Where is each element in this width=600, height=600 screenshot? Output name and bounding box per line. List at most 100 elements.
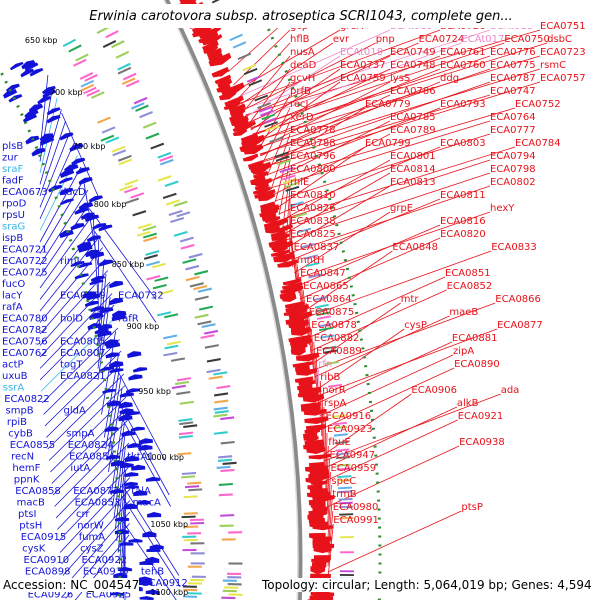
connector-line-right bbox=[238, 29, 391, 98]
connector-line-left bbox=[120, 415, 171, 507]
gene-label-right: ECA0923 bbox=[327, 424, 373, 435]
cog-feature-block bbox=[136, 230, 151, 237]
cog-feature-block bbox=[188, 488, 203, 492]
map-footer: Accession: NC_004547 Topology: circular;… bbox=[0, 575, 600, 597]
outer-feature-block bbox=[328, 383, 343, 388]
feature-tracks bbox=[2, 0, 354, 600]
reverse-gene-arrow bbox=[133, 490, 148, 497]
cog-feature-block bbox=[84, 74, 98, 82]
gene-label-left: zur bbox=[2, 153, 19, 164]
scale-label: 750 kbp bbox=[73, 142, 106, 151]
reverse-gene-arrow bbox=[127, 351, 142, 359]
reverse-gene-arrow bbox=[80, 212, 96, 220]
cog-feature-block bbox=[181, 471, 197, 476]
cog-feature-block bbox=[216, 465, 231, 469]
gene-label-right: mntH bbox=[297, 255, 325, 266]
connector-line-right bbox=[280, 159, 391, 222]
connector-line-left bbox=[106, 377, 122, 461]
forward-gene-arrow bbox=[233, 119, 249, 129]
gene-label-left: ECA0910 bbox=[24, 555, 70, 566]
cog-feature-block bbox=[137, 223, 152, 230]
cog-feature-block bbox=[164, 344, 179, 350]
connector-line-right bbox=[253, 68, 391, 137]
reverse-gene-arrow bbox=[24, 62, 39, 72]
connector-line-left bbox=[50, 396, 127, 473]
cog-feature-block bbox=[111, 145, 126, 153]
cog-feature-block bbox=[222, 579, 237, 582]
cog-feature-block bbox=[222, 589, 237, 593]
gene-label-left: ECA0915 bbox=[21, 532, 67, 543]
reverse-gene-arrow bbox=[139, 560, 154, 565]
gene-label-left: talA bbox=[131, 486, 151, 497]
gene-label-left: hemF bbox=[12, 463, 40, 474]
connector-line-left bbox=[54, 431, 129, 507]
gene-label-right: ECA0778 bbox=[290, 125, 336, 136]
outer-feature-block bbox=[324, 360, 339, 366]
reverse-gene-arrow bbox=[84, 300, 100, 307]
outer-feature-block bbox=[339, 570, 354, 573]
connector-line-right bbox=[250, 55, 441, 130]
cog-feature-block bbox=[163, 351, 178, 357]
gene-label-right: ECA0847 bbox=[300, 268, 346, 279]
gene-label-right: maeB bbox=[449, 307, 478, 318]
outer-feature-block bbox=[284, 182, 299, 189]
gene-label-left: macA bbox=[133, 498, 161, 509]
gene-label-right: ECA0838 bbox=[290, 216, 336, 227]
forward-gene-arrow bbox=[264, 216, 281, 223]
forward-gene-arrow bbox=[312, 525, 334, 531]
connector-line-left bbox=[44, 350, 122, 427]
reverse-gene-arrow bbox=[119, 462, 134, 469]
cog-feature-block bbox=[142, 225, 157, 232]
connector-line-left bbox=[51, 408, 128, 484]
gene-label-right: ECA0751 bbox=[540, 21, 586, 32]
forward-gene-arrow bbox=[308, 453, 331, 460]
reverse-gene-arrow bbox=[90, 275, 106, 282]
outer-feature-block bbox=[338, 505, 353, 509]
reverse-gene-arrow bbox=[99, 307, 114, 314]
gene-label-left: ECA0822 bbox=[4, 394, 50, 405]
gene-label-left: ECA0858 bbox=[15, 486, 61, 497]
connector-line-right bbox=[248, 68, 291, 125]
reverse-gene-arrow bbox=[78, 177, 93, 185]
connector-line-right bbox=[287, 185, 391, 248]
cog-feature-block bbox=[227, 572, 242, 576]
gene-label-right: ECA0889 bbox=[316, 346, 362, 357]
topology-text: Topology: circular; Length: 5,064,019 bp… bbox=[262, 578, 592, 592]
connector-line-right bbox=[319, 354, 454, 417]
cog-feature-block bbox=[193, 284, 208, 291]
cog-feature-block bbox=[190, 542, 205, 545]
cog-feature-block bbox=[165, 199, 180, 206]
connector-line-right bbox=[247, 42, 462, 123]
gene-label-right: ECA0789 bbox=[390, 125, 436, 136]
forward-gene-arrow bbox=[259, 208, 279, 218]
forward-gene-arrow bbox=[198, 31, 219, 44]
reverse-gene-arrow bbox=[128, 374, 143, 381]
reverse-gene-arrow bbox=[48, 184, 63, 193]
outer-feature-block bbox=[229, 33, 243, 42]
reverse-gene-arrow bbox=[105, 342, 121, 349]
forward-gene-arrow bbox=[272, 245, 288, 253]
reverse-gene-arrow bbox=[106, 454, 121, 460]
outer-feature-block bbox=[275, 155, 290, 162]
gene-label-right: ECA0866 bbox=[495, 294, 541, 305]
gene-label-left: ECA0854 bbox=[69, 452, 115, 463]
connector-line-left bbox=[121, 484, 180, 576]
forward-gene-arrow bbox=[283, 308, 307, 316]
gene-label-left: ptsH bbox=[19, 521, 42, 532]
outer-feature-block bbox=[243, 67, 258, 76]
cog-feature-block bbox=[157, 175, 172, 182]
cog-feature-block bbox=[197, 287, 213, 293]
cog-feature-block bbox=[220, 440, 235, 445]
cog-feature-block bbox=[102, 39, 117, 49]
cog-feature-block bbox=[198, 305, 214, 311]
cog-feature-block bbox=[182, 585, 197, 588]
cog-feature-block bbox=[62, 38, 77, 48]
connector-line-right bbox=[325, 419, 458, 482]
connector-line-right bbox=[238, 42, 291, 99]
reverse-gene-arrow bbox=[86, 293, 101, 301]
genome-backbone bbox=[0, 0, 382, 600]
reverse-gene-arrow bbox=[145, 476, 160, 482]
gene-label-left: ECA0725 bbox=[2, 268, 48, 279]
gene-label-right: ECA0833 bbox=[491, 242, 537, 253]
reverse-gene-arrow bbox=[124, 485, 139, 490]
